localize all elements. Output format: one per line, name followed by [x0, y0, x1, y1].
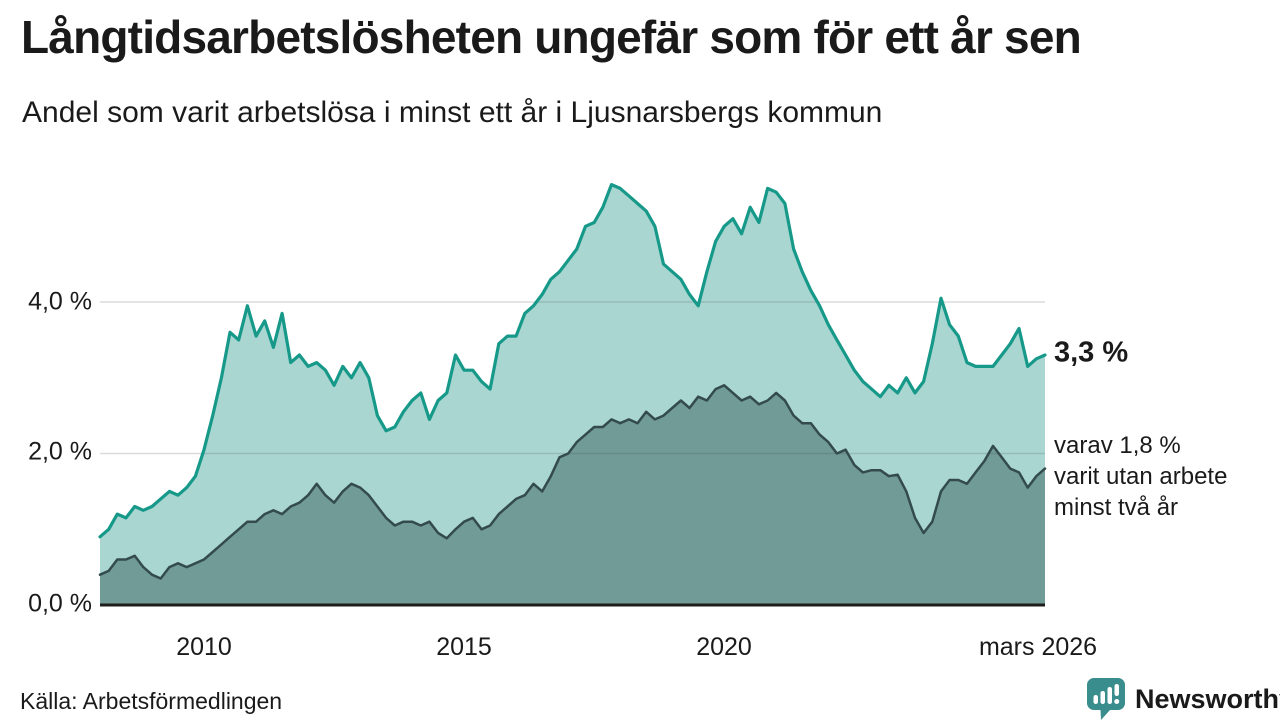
x-tick-mars-2026: mars 2026: [978, 633, 1098, 661]
secondary-value-label: varav 1,8 % varit utan arbete minst två …: [1054, 430, 1227, 523]
line-minst-tva-ar: [98, 384, 1047, 580]
page-subtitle: Andel som varit arbetslösa i minst ett å…: [22, 96, 883, 129]
newsworthy-bubble-icon: [1087, 678, 1125, 720]
line-minst-ett-ar: [98, 183, 1047, 539]
secondary-value-line1: varav 1,8 %: [1054, 432, 1181, 459]
area-minst-tva-ar: [100, 385, 1045, 605]
x-tick-2015: 2015: [436, 633, 492, 661]
newsworthy-logo: Newsworthy: [1086, 677, 1280, 721]
exclamation-dot-icon: [1114, 699, 1120, 704]
latest-value-label: 3,3 %: [1054, 336, 1129, 369]
brand-name: Newsworthy: [1135, 683, 1280, 714]
bar-icon: [1093, 695, 1098, 704]
source-credit: Källa: Arbetsförmedlingen: [20, 688, 283, 714]
y-tick-4: 4,0 %: [28, 287, 92, 316]
secondary-value-line2: varit utan arbete: [1054, 463, 1228, 490]
secondary-value-line3: minst två år: [1054, 494, 1179, 521]
x-tick-2020: 2020: [696, 633, 752, 661]
bar-icon: [1107, 687, 1112, 704]
y-tick-2: 2,0 %: [28, 437, 92, 466]
bar-icon: [1100, 691, 1105, 704]
page-title: Långtidsarbetslösheten ungefär som för e…: [21, 11, 1082, 63]
exclamation-icon: [1114, 684, 1119, 696]
x-tick-2010: 2010: [176, 633, 232, 661]
y-tick-0: 0,0 %: [28, 589, 92, 618]
